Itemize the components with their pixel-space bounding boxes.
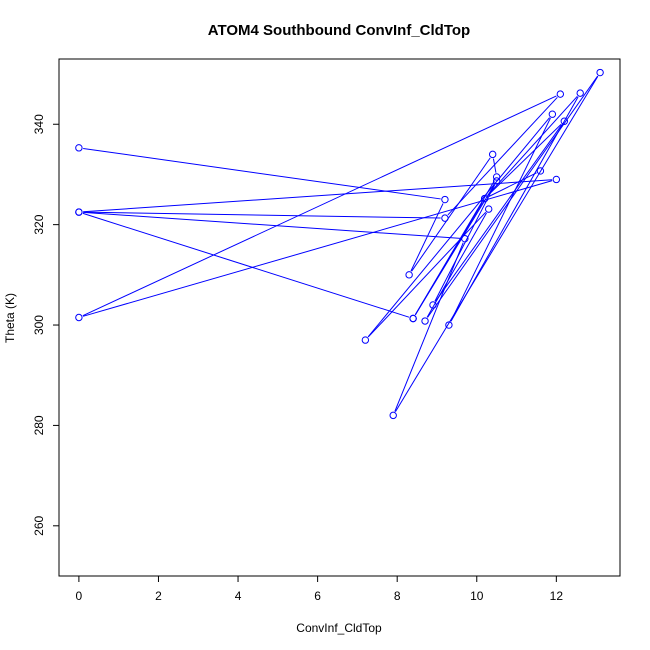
series-segment <box>395 75 599 412</box>
data-point <box>75 144 83 152</box>
data-point <box>488 150 497 159</box>
data-point <box>421 317 429 325</box>
data-point <box>560 117 568 125</box>
y-axis-label: Theta (K) <box>3 293 17 343</box>
x-tick-label: 6 <box>314 589 321 603</box>
data-point <box>75 208 83 216</box>
series-segment <box>435 124 563 302</box>
series-segment <box>427 75 599 318</box>
x-axis-label: ConvInf_CldTop <box>296 621 382 635</box>
series-segment <box>450 117 551 322</box>
y-tick-label: 340 <box>32 114 46 134</box>
data-point <box>596 68 604 77</box>
data-point <box>481 194 489 203</box>
data-point <box>445 321 453 329</box>
y-axis: 260 280 300 320 340 <box>32 114 59 536</box>
data-point <box>441 195 449 204</box>
series-segment <box>447 96 558 216</box>
x-tick-label: 10 <box>470 589 484 603</box>
data-point <box>361 336 370 344</box>
data-point <box>409 314 417 323</box>
series-segment <box>411 157 491 272</box>
data-point <box>441 214 449 222</box>
series-segment <box>434 184 496 302</box>
series-segment <box>83 147 441 200</box>
data-point <box>461 234 469 243</box>
series-segment <box>83 179 553 213</box>
data-point <box>576 89 584 97</box>
x-tick-label: 12 <box>550 589 564 603</box>
series-segment <box>414 184 495 316</box>
series-segment <box>82 95 557 317</box>
x-tick-label: 2 <box>155 589 162 603</box>
y-tick-label: 260 <box>32 515 46 535</box>
series-segment <box>82 212 410 318</box>
series-layer <box>75 68 604 420</box>
series-segment <box>82 180 553 317</box>
data-point <box>75 313 83 322</box>
data-point <box>556 90 565 98</box>
chart-title: ATOM4 Southbound ConvInf_CldTop <box>208 22 470 39</box>
series-segment <box>83 211 461 239</box>
series-segment <box>394 242 464 412</box>
data-point <box>552 175 561 184</box>
data-point <box>548 110 557 118</box>
x-tick-label: 8 <box>394 589 401 603</box>
x-tick-label: 0 <box>76 589 83 603</box>
y-tick-label: 300 <box>32 315 46 335</box>
series-segment <box>487 95 578 196</box>
data-point <box>429 301 437 309</box>
y-tick-label: 320 <box>32 214 46 234</box>
plot-frame <box>58 58 621 577</box>
series-segment <box>83 211 441 219</box>
series-segment <box>367 117 551 338</box>
series-segment <box>488 172 537 198</box>
series-segment <box>492 158 497 173</box>
series-segment <box>410 203 444 272</box>
x-axis: 0 2 4 6 8 10 12 <box>76 576 564 603</box>
data-point <box>389 411 397 420</box>
data-point <box>405 271 413 279</box>
y-tick-label: 280 <box>32 415 46 435</box>
data-point <box>492 177 501 185</box>
series-segment <box>367 211 487 338</box>
data-point <box>492 173 501 181</box>
series-segment <box>487 123 562 196</box>
data-point <box>485 205 493 213</box>
x-tick-label: 4 <box>235 589 242 603</box>
data-point <box>536 167 545 175</box>
